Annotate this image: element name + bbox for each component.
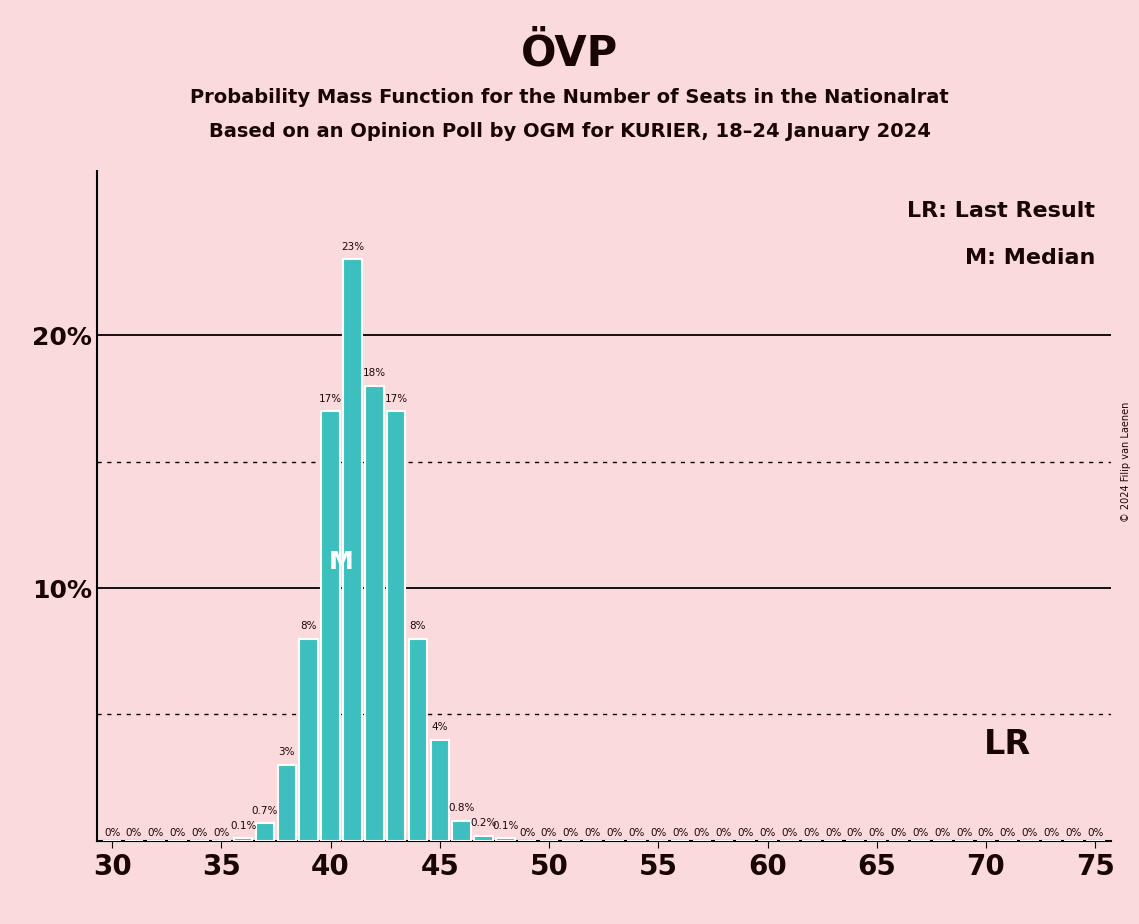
Text: 18%: 18% (362, 369, 386, 378)
Text: 3%: 3% (279, 748, 295, 758)
Text: 0%: 0% (781, 828, 797, 838)
Bar (387, 411, 405, 841)
Text: Probability Mass Function for the Number of Seats in the Nationalrat: Probability Mass Function for the Number… (190, 88, 949, 107)
Text: LR: Last Result: LR: Last Result (908, 201, 1096, 221)
Text: 0%: 0% (148, 828, 164, 838)
Text: 0.1%: 0.1% (230, 821, 256, 831)
Bar (409, 638, 427, 841)
Text: 17%: 17% (319, 394, 342, 404)
Text: © 2024 Filip van Laenen: © 2024 Filip van Laenen (1121, 402, 1131, 522)
Bar (431, 740, 449, 841)
Text: 0%: 0% (1087, 828, 1104, 838)
Bar (452, 821, 470, 841)
Text: 0%: 0% (977, 828, 994, 838)
Text: 0%: 0% (519, 828, 535, 838)
Text: 0%: 0% (584, 828, 601, 838)
Text: 0%: 0% (891, 828, 907, 838)
Text: 0%: 0% (934, 828, 950, 838)
Text: Based on an Opinion Poll by OGM for KURIER, 18–24 January 2024: Based on an Opinion Poll by OGM for KURI… (208, 122, 931, 141)
Text: 0%: 0% (956, 828, 973, 838)
Text: 0%: 0% (606, 828, 623, 838)
Text: 0%: 0% (541, 828, 557, 838)
Bar (321, 411, 339, 841)
Text: 0%: 0% (672, 828, 688, 838)
Text: 0%: 0% (213, 828, 230, 838)
Text: 8%: 8% (410, 621, 426, 631)
Text: 0.1%: 0.1% (492, 821, 518, 831)
Text: 4%: 4% (432, 723, 448, 732)
Text: 0%: 0% (715, 828, 732, 838)
Bar (278, 765, 296, 841)
Text: 0%: 0% (125, 828, 142, 838)
Text: LR: LR (984, 728, 1032, 761)
Text: 0%: 0% (1043, 828, 1059, 838)
Text: 0%: 0% (912, 828, 928, 838)
Text: 0%: 0% (170, 828, 186, 838)
Text: 0%: 0% (825, 828, 842, 838)
Text: M: M (329, 550, 354, 574)
Text: 0%: 0% (737, 828, 754, 838)
Text: 0%: 0% (1000, 828, 1016, 838)
Text: M: Median: M: Median (965, 248, 1096, 268)
Text: 0%: 0% (803, 828, 819, 838)
Text: 0%: 0% (760, 828, 776, 838)
Bar (256, 823, 274, 841)
Text: 0.8%: 0.8% (449, 803, 475, 813)
Text: 0%: 0% (563, 828, 579, 838)
Text: 0%: 0% (104, 828, 121, 838)
Bar (474, 836, 493, 841)
Bar (343, 260, 362, 841)
Text: 17%: 17% (385, 394, 408, 404)
Text: ÖVP: ÖVP (521, 32, 618, 74)
Text: 0%: 0% (846, 828, 863, 838)
Text: 0%: 0% (1065, 828, 1082, 838)
Text: 0%: 0% (869, 828, 885, 838)
Bar (497, 838, 515, 841)
Bar (233, 838, 253, 841)
Bar (300, 638, 318, 841)
Text: 0%: 0% (1022, 828, 1038, 838)
Text: 0%: 0% (650, 828, 666, 838)
Text: 0%: 0% (191, 828, 207, 838)
Text: 0.7%: 0.7% (252, 806, 278, 816)
Text: 0%: 0% (694, 828, 711, 838)
Text: 23%: 23% (341, 242, 364, 252)
Text: 8%: 8% (301, 621, 317, 631)
Bar (364, 386, 384, 841)
Text: 0.2%: 0.2% (470, 818, 497, 828)
Text: 0%: 0% (629, 828, 645, 838)
